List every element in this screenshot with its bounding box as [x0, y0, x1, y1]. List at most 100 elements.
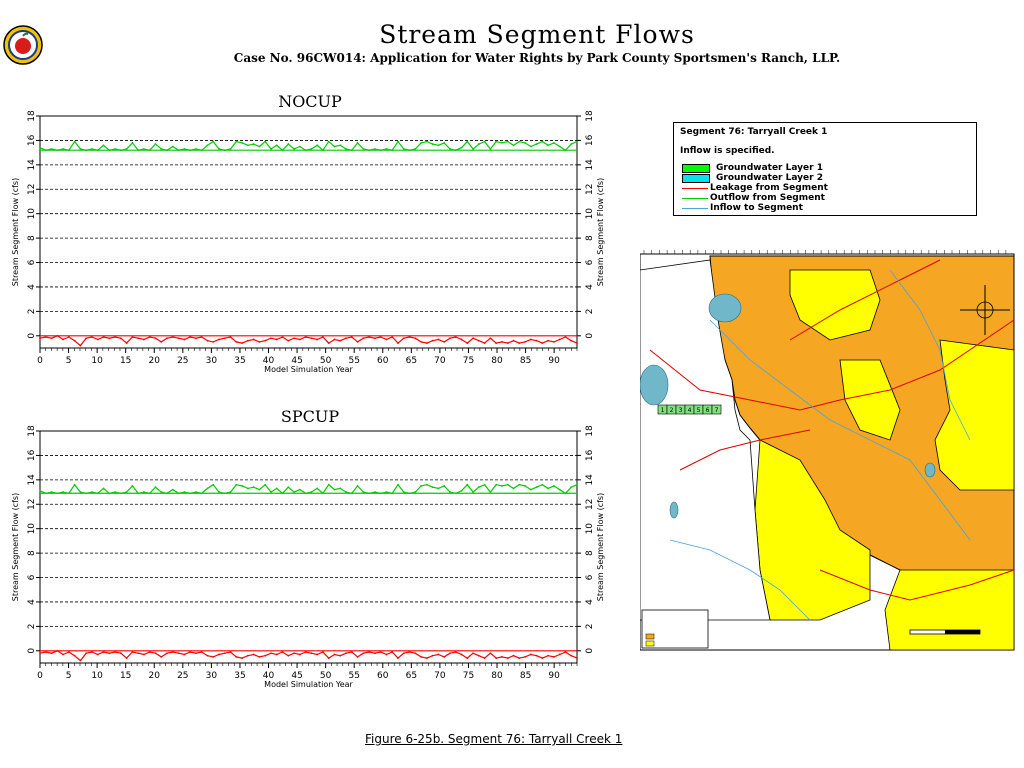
- series-point-0: [564, 149, 567, 152]
- map-layer2-region: [789, 269, 881, 341]
- series-point-0: [495, 483, 498, 486]
- series-point-0: [114, 148, 116, 150]
- series-point-1: [171, 651, 174, 653]
- series-point-1: [206, 654, 209, 657]
- series-point-1: [137, 652, 140, 655]
- x-axis-label: Model Simulation Year: [264, 365, 353, 374]
- x-tick-label: 55: [348, 356, 359, 366]
- series-point-0: [189, 149, 192, 152]
- series-point-0: [189, 492, 192, 495]
- series-point-1: [67, 651, 70, 653]
- series-point-1: [408, 651, 411, 653]
- series-point-1: [535, 339, 538, 342]
- series-point-0: [501, 485, 503, 487]
- series-point-0: [143, 491, 145, 493]
- series-point-0: [501, 141, 503, 144]
- series-point-0: [258, 488, 261, 491]
- series-point-1: [524, 340, 526, 343]
- series-point-0: [287, 486, 290, 489]
- series-point-0: [62, 491, 64, 493]
- series-point-1: [374, 337, 376, 340]
- x-tick-label: 40: [263, 671, 275, 681]
- y-axis-label-left: Stream Segment Flow (cfs): [11, 493, 20, 601]
- series-point-1: [195, 337, 197, 340]
- series-point-0: [200, 149, 203, 152]
- series-point-1: [362, 337, 365, 340]
- series-point-1: [454, 336, 457, 338]
- page-title: Stream Segment Flows: [379, 20, 695, 49]
- series-point-1: [252, 338, 255, 341]
- x-tick-label: 25: [177, 356, 188, 366]
- series-point-1: [501, 340, 503, 343]
- series-point-1: [229, 336, 232, 338]
- series-point-0: [200, 492, 203, 495]
- series-point-1: [218, 338, 220, 341]
- series-point-1: [356, 340, 359, 343]
- y-tick-label-right: 18: [585, 110, 595, 122]
- series-point-0: [148, 492, 151, 495]
- series-point-0: [67, 492, 70, 495]
- series-point-1: [564, 336, 567, 338]
- series-point-1: [316, 653, 319, 656]
- series-point-1: [501, 655, 503, 658]
- series-point-1: [50, 652, 53, 655]
- series-point-0: [391, 492, 394, 495]
- series-point-1: [570, 654, 573, 657]
- series-point-1: [391, 651, 394, 653]
- series-point-1: [472, 337, 474, 340]
- series-point-0: [345, 491, 347, 493]
- series-point-1: [333, 653, 336, 656]
- y-tick-label-left: 16: [27, 134, 37, 146]
- series-point-1: [44, 651, 47, 653]
- x-tick-label: 45: [291, 356, 302, 366]
- series-point-0: [229, 491, 232, 493]
- series-point-0: [495, 140, 498, 143]
- series-point-1: [512, 654, 515, 657]
- series-point-0: [177, 492, 180, 495]
- map-segment-number: 7: [715, 407, 719, 414]
- series-point-0: [483, 140, 486, 143]
- series-point-0: [466, 483, 469, 486]
- series-point-1: [241, 342, 243, 345]
- series-point-1: [102, 651, 105, 653]
- series-point-1: [270, 652, 272, 655]
- series-point-1: [264, 339, 267, 342]
- series-point-1: [223, 652, 226, 655]
- series-point-1: [143, 338, 145, 341]
- x-tick-label: 80: [491, 671, 503, 681]
- series-point-1: [420, 340, 422, 343]
- series-point-1: [356, 655, 359, 658]
- series-point-1: [154, 337, 157, 340]
- series-point-0: [73, 140, 76, 143]
- series-point-1: [345, 652, 347, 655]
- map-river: [789, 259, 941, 341]
- legend: Segment 76: Tarryall Creek 1 Inflow is s…: [673, 122, 977, 216]
- figure-caption: Figure 6-25b. Segment 76: Tarryall Creek…: [365, 732, 623, 746]
- series-point-1: [148, 336, 151, 338]
- series-point-1: [62, 338, 64, 341]
- series-point-1: [143, 653, 145, 656]
- series-point-1: [246, 339, 249, 342]
- chart-spcup: 0 0 2 2 4 4 6 6 8 8 10 10 12 12 14 14 16 16 18 18 0 5 10 15 20 25…: [0, 423, 620, 703]
- series-point-1: [449, 652, 451, 655]
- x-tick-label: 20: [149, 671, 161, 681]
- series-point-1: [327, 657, 330, 660]
- series-point-0: [264, 483, 267, 486]
- x-tick-label: 30: [206, 671, 218, 681]
- series-line-0: [39, 140, 578, 152]
- series-point-0: [408, 492, 411, 495]
- series-point-1: [541, 342, 544, 345]
- series-point-1: [466, 342, 469, 345]
- x-tick-label: 10: [91, 356, 103, 366]
- map-stream: [889, 269, 971, 441]
- series-point-0: [316, 487, 319, 490]
- series-point-1: [483, 342, 486, 345]
- series-point-0: [39, 489, 41, 492]
- series-point-1: [408, 336, 411, 338]
- series-point-0: [535, 486, 538, 489]
- chart-svg-1: 0 0 2 2 4 4 6 6 8 8 10 10 12 12 14 14 16 16 18 18 0 5 10 15 20 25…: [11, 425, 605, 689]
- series-point-1: [79, 659, 82, 662]
- series-point-0: [368, 492, 371, 495]
- series-point-0: [425, 483, 428, 486]
- x-tick-label: 15: [120, 671, 131, 681]
